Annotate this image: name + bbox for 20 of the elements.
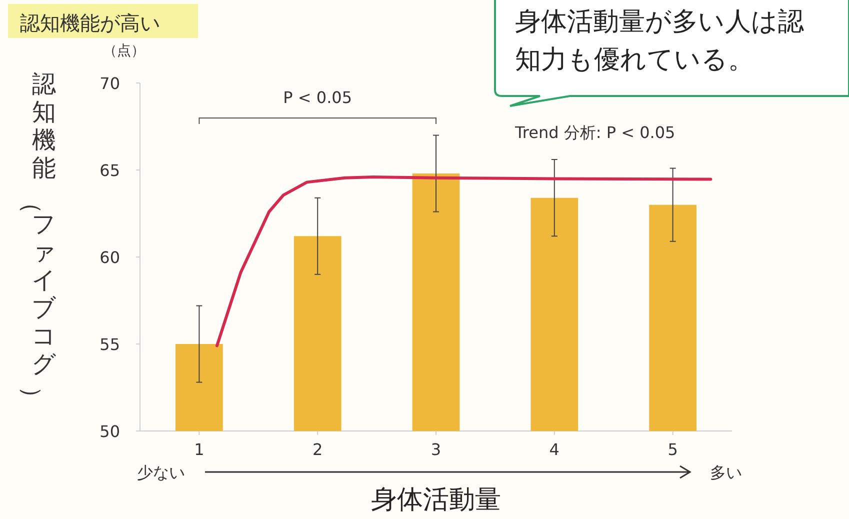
annotation: Trend 分析: P < 0.05 <box>514 123 676 142</box>
line-series <box>215 175 712 348</box>
annotation: P < 0.05 <box>283 88 352 107</box>
x-tick-label: 4 <box>549 440 560 459</box>
text: 認知機能が高い <box>20 11 160 35</box>
text: 多い <box>710 463 742 482</box>
x-tick-label: 5 <box>668 440 678 459</box>
y-tick-label: 60 <box>100 248 120 267</box>
text: 身体活動量が多い人は認知力も優れている。 <box>515 7 804 75</box>
text: 少ない <box>137 463 185 482</box>
y-axis-title: 認知機能（ファイブコグ） <box>18 70 56 410</box>
y-tick-label: 55 <box>100 335 120 354</box>
text: （点） <box>103 43 145 59</box>
y-tick-label: 70 <box>100 74 120 93</box>
y-tick-label: 50 <box>100 422 120 441</box>
x-tick-label: 3 <box>430 440 442 459</box>
y-tick-label: 65 <box>100 161 120 180</box>
x-axis-title: 身体活動量 <box>371 485 501 515</box>
x-tick-label: 1 <box>194 440 204 459</box>
x-tick-label: 2 <box>312 440 323 459</box>
